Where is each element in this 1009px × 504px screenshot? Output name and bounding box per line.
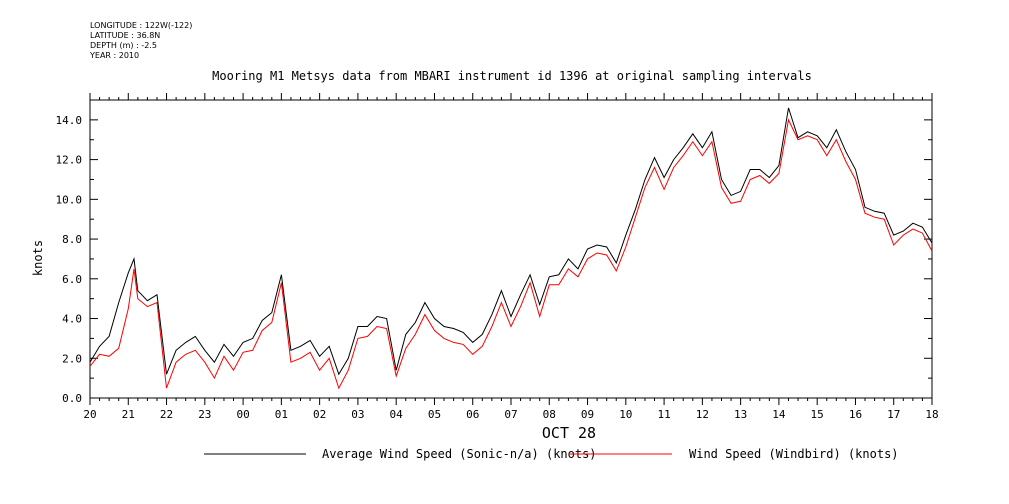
x-tick-label: 17 — [887, 408, 900, 421]
depth-label: DEPTH (m) : -2.5 — [90, 41, 157, 50]
metadata-block: LONGITUDE : 122W(-122) LATITUDE : 36.8N … — [90, 21, 192, 61]
y-tick-label: 0.0 — [62, 392, 82, 405]
x-tick-label: 07 — [504, 408, 517, 421]
y-axis: 0.0 2.0 4.0 6.0 8.0 10.0 12.0 14.0 — [56, 114, 932, 405]
x-tick-label: 08 — [543, 408, 556, 421]
x-tick-label: 13 — [734, 408, 747, 421]
x-tick-label: 12 — [696, 408, 709, 421]
x-tick-label: 04 — [390, 408, 404, 421]
x-tick-label: 23 — [198, 408, 211, 421]
longitude-label: LONGITUDE : 122W(-122) — [90, 21, 193, 30]
x-tick-label: 21 — [122, 408, 135, 421]
x-tick-label: 09 — [581, 408, 594, 421]
series-line-average-wind-speed — [89, 107, 933, 376]
legend-label-windbird: Wind Speed (Windbird) (knots) — [689, 447, 899, 461]
plot-frame — [89, 99, 933, 399]
x-tick-label: 11 — [657, 408, 670, 421]
x-axis: 20 21 22 23 00 01 02 03 04 05 06 07 08 09 10 11 12 13 14 15… — [83, 93, 939, 421]
latitude-label: LATITUDE : 36.8N — [90, 31, 161, 40]
y-tick-label: 10.0 — [56, 193, 83, 206]
x-tick-label: 05 — [428, 408, 441, 421]
x-tick-label: 14 — [772, 408, 786, 421]
y-tick-label: 8.0 — [62, 233, 82, 246]
series-layer — [89, 107, 933, 390]
y-tick-label: 6.0 — [62, 273, 82, 286]
year-label: YEAR : 2010 — [90, 51, 140, 60]
x-tick-label: 20 — [83, 408, 96, 421]
x-tick-label: 10 — [619, 408, 632, 421]
y-tick-label: 12.0 — [56, 154, 83, 167]
x-axis-label: OCT 28 — [542, 424, 596, 442]
y-tick-label: 14.0 — [56, 114, 83, 127]
x-tick-label: 06 — [466, 408, 479, 421]
chart-title: Mooring M1 Metsys data from MBARI instru… — [212, 69, 812, 83]
x-tick-label: 16 — [849, 408, 862, 421]
legend: Average Wind Speed (Sonic-n/a) (knots) W… — [204, 447, 899, 461]
x-tick-label: 03 — [351, 408, 364, 421]
x-tick-label: 02 — [313, 408, 326, 421]
y-axis-label: knots — [31, 240, 45, 276]
x-tick-label: 00 — [236, 408, 249, 421]
y-tick-label: 4.0 — [62, 313, 82, 326]
legend-label-average: Average Wind Speed (Sonic-n/a) (knots) — [322, 447, 597, 461]
x-tick-label: 18 — [925, 408, 938, 421]
y-tick-label: 2.0 — [62, 352, 82, 365]
series-line-windbird — [89, 118, 933, 390]
x-tick-label: 15 — [811, 408, 824, 421]
x-tick-label: 22 — [160, 408, 173, 421]
x-tick-label: 01 — [275, 408, 288, 421]
